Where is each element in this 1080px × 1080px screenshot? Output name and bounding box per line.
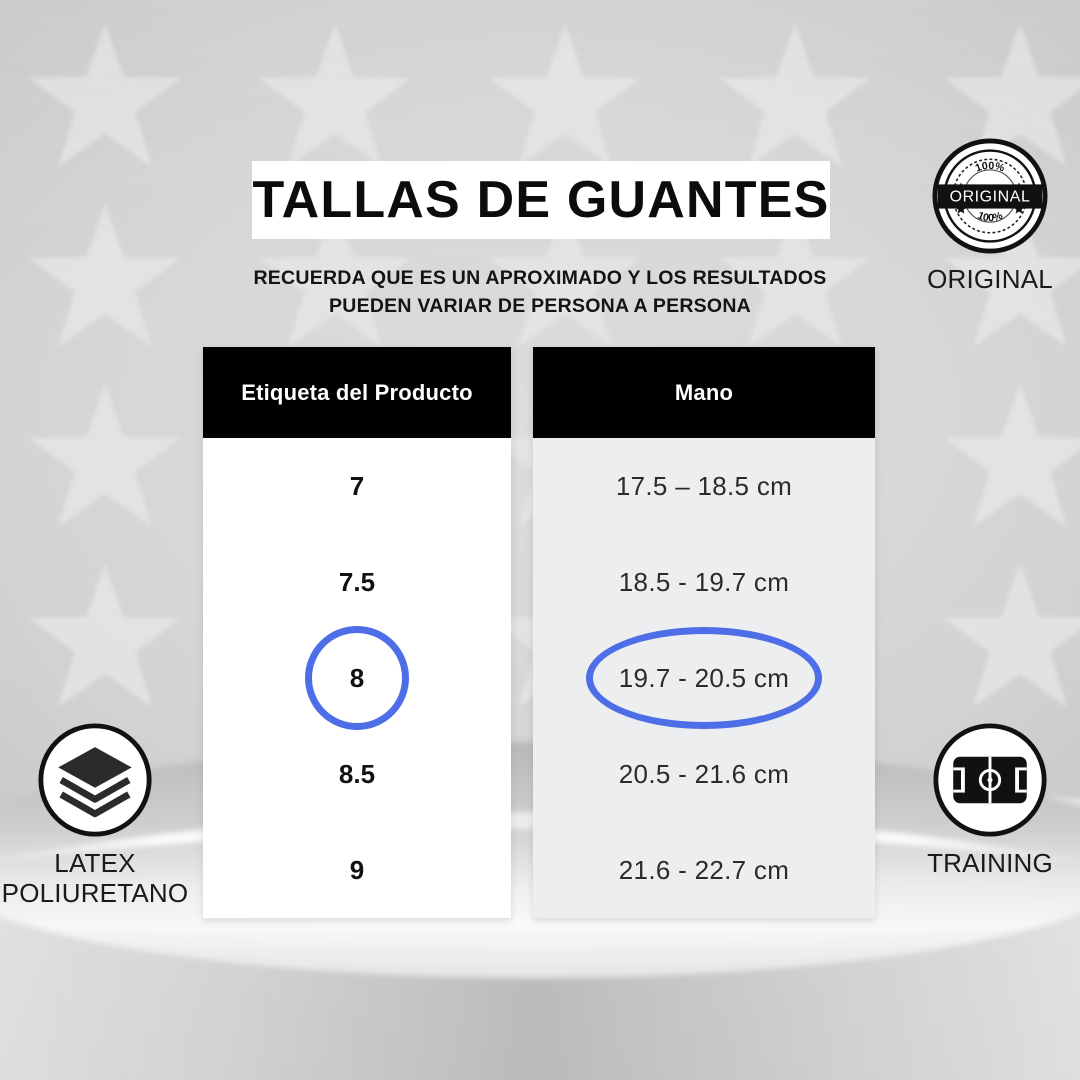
badge-original: 100% 100% ORIGINAL ORIGINAL bbox=[890, 138, 1080, 294]
original-stamp-icon: 100% 100% ORIGINAL bbox=[932, 138, 1048, 254]
cell-size: 8.5 bbox=[338, 758, 376, 789]
subtitle-line-2: PUEDEN VARIAR DE PERSONA A PERSONA bbox=[328, 294, 752, 317]
cell-size: 7 bbox=[349, 470, 365, 501]
badge-original-label: ORIGINAL bbox=[890, 264, 1080, 294]
badge-latex-label-line-2: POLIURETANO bbox=[1, 878, 189, 909]
cell-size: 8 bbox=[349, 662, 365, 693]
table-body-sizes: 7 7.5 8 8.5 9 bbox=[203, 438, 511, 918]
svg-text:100%: 100% bbox=[976, 209, 1005, 224]
subtitle-line-1: RECUERDA QUE ES UN APROXIMADO Y LOS RESU… bbox=[253, 267, 827, 289]
table-row[interactable]: 7 bbox=[203, 438, 511, 534]
size-table-product-label: Etiqueta del Producto 7 7.5 8 8.5 9 bbox=[203, 347, 511, 918]
size-table-hand-measure: Mano 17.5 – 18.5 cm 18.5 - 19.7 cm 19.7 … bbox=[533, 347, 875, 918]
page-title: TALLAS DE GUANTES bbox=[252, 171, 830, 229]
cell-size: 7.5 bbox=[338, 566, 376, 597]
stamp-bottom-text: 100% bbox=[976, 209, 1005, 224]
table-row[interactable]: 7.5 bbox=[203, 534, 511, 630]
cell-size: 9 bbox=[349, 854, 365, 885]
table-row-highlighted[interactable]: 19.7 - 20.5 cm bbox=[533, 627, 875, 729]
cell-measurement: 20.5 - 21.6 cm bbox=[618, 758, 790, 789]
table-body-measurements: 17.5 – 18.5 cm 18.5 - 19.7 cm 19.7 - 20.… bbox=[533, 438, 875, 918]
table-row[interactable]: 8.5 bbox=[203, 726, 511, 822]
table-row[interactable]: 18.5 - 19.7 cm bbox=[533, 534, 875, 630]
table-row-highlighted[interactable]: 8 bbox=[203, 626, 511, 730]
badge-latex-label-line-1: LATEX bbox=[54, 848, 136, 878]
table-row[interactable]: 20.5 - 21.6 cm bbox=[533, 726, 875, 822]
soccer-pitch-icon bbox=[933, 723, 1047, 837]
svg-text:100%: 100% bbox=[974, 160, 1007, 175]
stamp-banner-text: ORIGINAL bbox=[950, 188, 1031, 205]
table-header-product-label-text: Etiqueta del Producto bbox=[241, 379, 473, 405]
cell-measurement: 17.5 – 18.5 cm bbox=[615, 470, 793, 501]
page-subtitle: RECUERDA QUE ES UN APROXIMADO Y LOS RESU… bbox=[0, 265, 1080, 320]
table-header-hand: Mano bbox=[533, 347, 875, 438]
cell-measurement: 21.6 - 22.7 cm bbox=[618, 854, 790, 885]
table-header-hand-text: Mano bbox=[674, 379, 734, 405]
table-row[interactable]: 17.5 – 18.5 cm bbox=[533, 438, 875, 534]
cell-measurement: 18.5 - 19.7 cm bbox=[618, 566, 790, 597]
badge-latex-label: LATEX POLIURETANO bbox=[0, 848, 195, 908]
badge-latex-poliuretano: LATEX POLIURETANO bbox=[0, 722, 195, 908]
badge-training-label-text: TRAINING bbox=[927, 848, 1053, 878]
table-row[interactable]: 21.6 - 22.7 cm bbox=[533, 822, 875, 918]
highlight-ellipse-icon bbox=[586, 627, 822, 729]
badge-training-label: TRAINING bbox=[890, 848, 1080, 878]
badge-original-label-text: ORIGINAL bbox=[927, 264, 1053, 294]
stamp-top-text: 100% bbox=[974, 160, 1007, 175]
page-title-box: TALLAS DE GUANTES bbox=[252, 161, 830, 239]
material-layers-icon bbox=[38, 723, 152, 837]
table-row[interactable]: 9 bbox=[203, 822, 511, 918]
badge-training: TRAINING bbox=[890, 722, 1080, 878]
cell-measurement: 19.7 - 20.5 cm bbox=[618, 662, 790, 693]
table-header-product-label: Etiqueta del Producto bbox=[203, 347, 511, 438]
highlight-circle-icon bbox=[305, 626, 409, 730]
